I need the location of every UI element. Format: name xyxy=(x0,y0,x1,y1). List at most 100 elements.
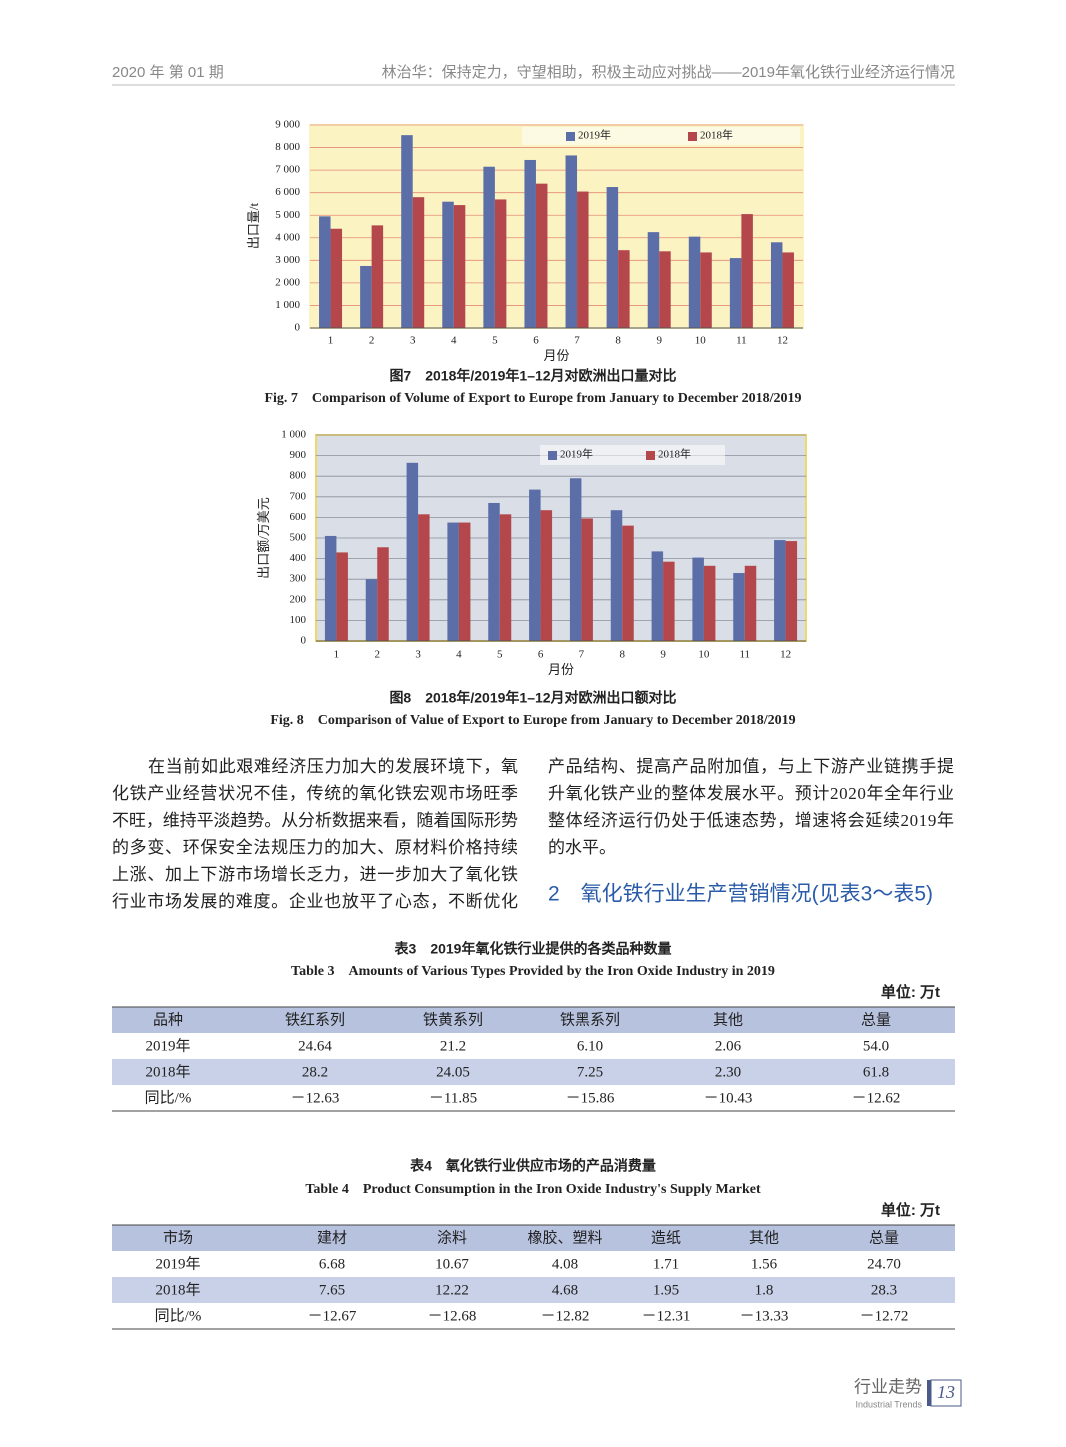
bar xyxy=(401,135,413,328)
x-tick-label: 8 xyxy=(620,649,626,661)
table-cell: 1.8 xyxy=(755,1282,774,1298)
bar xyxy=(688,236,701,328)
bar xyxy=(499,514,512,641)
table-cell: 2018年 xyxy=(145,1063,190,1080)
y-tick-label: 300 xyxy=(290,573,307,585)
bar xyxy=(418,514,430,641)
body-line: 的多变、环保安全法规压力的加大、原材料价格持续 xyxy=(112,838,518,857)
table-title: 表3 2019年氧化铁行业提供的各类品种数量 xyxy=(394,941,672,957)
bar xyxy=(360,265,372,328)
body-line: 产品结构、提高产品附加值，与上下游产业链携手提 xyxy=(548,757,954,776)
table-cell: 24.05 xyxy=(436,1064,470,1080)
bar xyxy=(365,579,378,641)
bar xyxy=(741,214,753,328)
header-row xyxy=(112,1007,955,1033)
table-cell: 61.8 xyxy=(863,1064,889,1080)
body-line: 不旺，维持平淡趋势。从分析数据来看，随着国际形势 xyxy=(112,811,518,830)
bar xyxy=(647,232,660,328)
y-tick-label: 4 000 xyxy=(275,231,300,243)
table-header-cell: 其他 xyxy=(713,1011,743,1028)
table-header-cell: 品种 xyxy=(153,1011,183,1028)
y-tick-label: 0 xyxy=(295,322,301,334)
table-cell: 6.68 xyxy=(319,1256,345,1272)
x-tick-label: 4 xyxy=(451,335,457,347)
legend-swatch xyxy=(688,132,697,141)
legend-box xyxy=(522,127,800,145)
header-row xyxy=(112,1225,955,1251)
x-tick-label: 12 xyxy=(780,649,791,661)
figure-caption-en: Fig. 7 Comparison of Volume of Export to… xyxy=(264,391,801,406)
table-header-cell: 其他 xyxy=(749,1229,779,1246)
y-tick-label: 1 000 xyxy=(275,299,300,311)
table-cell: 1.71 xyxy=(653,1256,679,1272)
x-tick-label: 5 xyxy=(492,335,498,347)
bar xyxy=(659,251,671,328)
table-cell: 1.56 xyxy=(751,1256,778,1272)
table-cell: 24.64 xyxy=(298,1038,332,1054)
table-cell: －12.82 xyxy=(541,1308,590,1324)
y-tick-label: 800 xyxy=(290,470,307,482)
x-tick-label: 9 xyxy=(656,335,662,347)
section-heading: 2 氧化铁行业生产营销情况(见表3～表5) xyxy=(548,883,933,906)
body-line: 整体经济运行仍处于低速态势，增速将会延续2019年 xyxy=(548,811,954,830)
bar xyxy=(540,510,553,641)
y-axis-label: 出口额/万美元 xyxy=(256,497,271,579)
table-header-cell: 建材 xyxy=(317,1229,347,1246)
bar xyxy=(535,183,548,328)
table-unit: 单位: 万t xyxy=(881,983,940,1001)
y-tick-label: 500 xyxy=(290,532,307,544)
bar xyxy=(622,525,634,641)
table-cell: 54.0 xyxy=(863,1038,889,1054)
legend-swatch xyxy=(548,451,557,460)
table-cell: －11.85 xyxy=(429,1090,477,1106)
table-header-cell: 铁黑系列 xyxy=(560,1011,620,1028)
footer-section-en: Industrial Trends xyxy=(855,1399,922,1409)
x-tick-label: 9 xyxy=(660,649,666,661)
page-number-bar xyxy=(927,1380,931,1406)
table-header-cell: 总量 xyxy=(869,1229,899,1246)
page-number: 13 xyxy=(937,1382,955,1402)
table-cell: 4.68 xyxy=(552,1282,578,1298)
table-cell: 7.25 xyxy=(577,1064,603,1080)
x-tick-label: 1 xyxy=(328,335,334,347)
figure-caption: 图7 2018年/2019年1–12月对欧洲出口量对比 xyxy=(389,368,676,384)
figure-caption: 图8 2018年/2019年1–12月对欧洲出口额对比 xyxy=(389,690,676,706)
table-cell: 2019年 xyxy=(145,1037,190,1054)
legend-label: 2019年 xyxy=(578,128,611,142)
bar xyxy=(447,522,459,641)
table-cell: －15.86 xyxy=(566,1090,615,1106)
bar xyxy=(319,216,331,328)
y-tick-label: 0 xyxy=(301,635,307,647)
x-tick-label: 5 xyxy=(497,649,503,661)
bar xyxy=(651,551,664,641)
figure-caption-en: Fig. 8 Comparison of Value of Export to … xyxy=(270,713,795,728)
bar xyxy=(488,502,500,641)
table-cell: 4.08 xyxy=(552,1256,578,1272)
y-tick-label: 200 xyxy=(290,593,307,605)
bar xyxy=(703,565,716,641)
y-tick-label: 900 xyxy=(290,449,307,461)
table-cell: 6.10 xyxy=(577,1038,603,1054)
bar xyxy=(453,205,466,328)
table-header-cell: 涂料 xyxy=(437,1229,467,1246)
plot-background xyxy=(309,124,804,329)
bar xyxy=(606,187,619,328)
y-tick-label: 2 000 xyxy=(275,276,300,288)
x-tick-label: 6 xyxy=(533,335,539,347)
legend-swatch xyxy=(566,132,575,141)
y-tick-label: 5 000 xyxy=(275,209,300,221)
bar xyxy=(581,518,593,641)
bar xyxy=(458,522,471,641)
y-tick-label: 7 000 xyxy=(275,164,300,176)
bar xyxy=(412,197,425,328)
table-cell: 28.3 xyxy=(871,1282,897,1298)
bar xyxy=(406,462,419,641)
bar xyxy=(483,166,495,328)
body-line: 在当前如此艰难经济压力加大的发展环境下，氧 xyxy=(148,757,518,776)
x-tick-label: 3 xyxy=(415,649,421,661)
bar xyxy=(377,547,389,641)
table-title-en: Table 3 Amounts of Various Types Provide… xyxy=(291,964,775,979)
x-tick-label: 8 xyxy=(615,335,621,347)
bar xyxy=(529,489,541,641)
table-cell: －12.63 xyxy=(291,1090,340,1106)
